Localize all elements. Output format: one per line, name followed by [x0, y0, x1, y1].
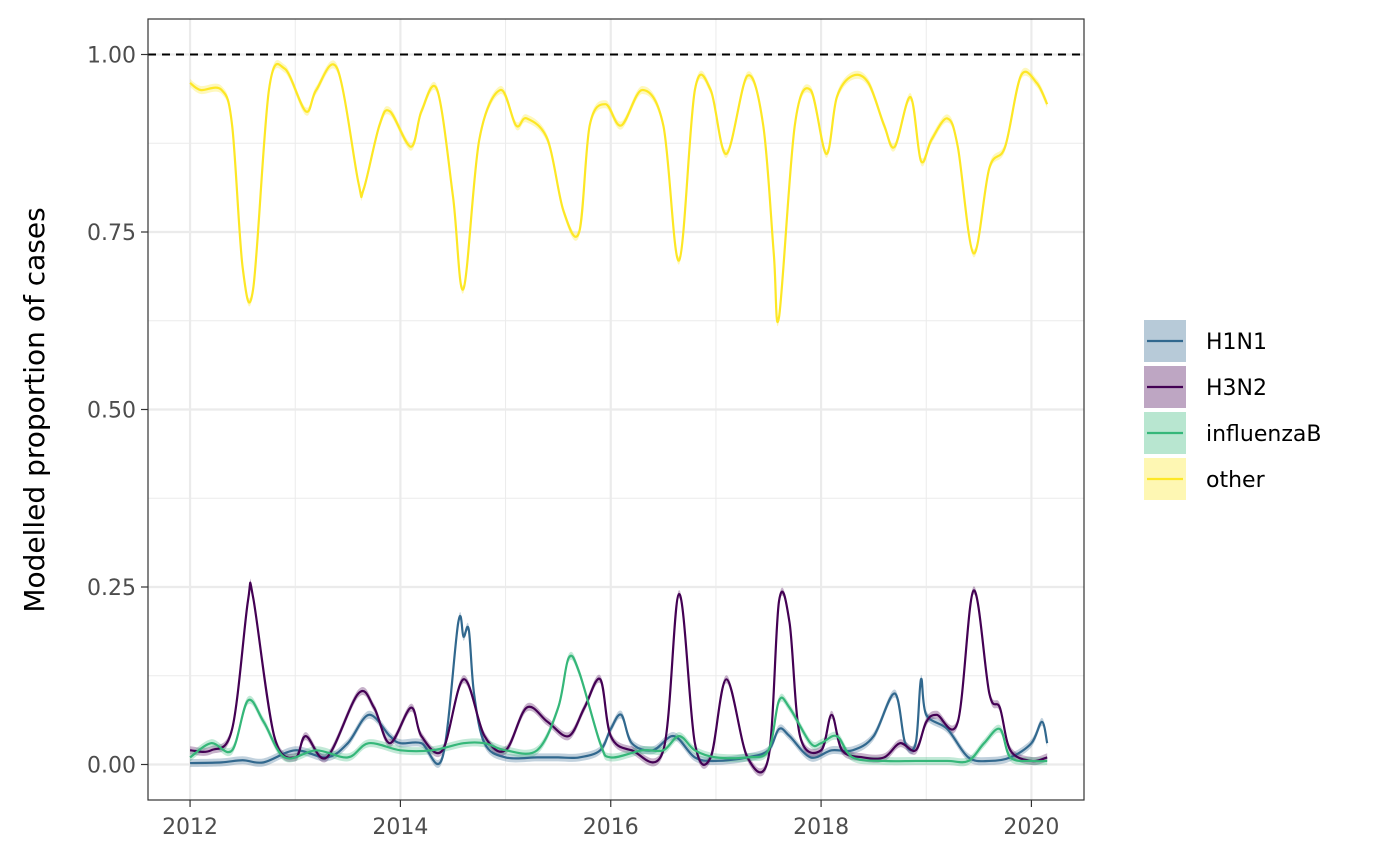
- x-tick-label: 2012: [162, 815, 218, 840]
- series-line-other: [189, 63, 1049, 324]
- legend-label-h1n1: H1N1: [1206, 330, 1267, 355]
- ribbon-h1n1: [190, 612, 1048, 769]
- y-tick-label: 0.00: [87, 754, 136, 779]
- x-tick-label: 2020: [1003, 815, 1059, 840]
- x-tick-label: 2014: [372, 815, 428, 840]
- y-axis-ticks: 0.00 0.25 0.50 0.75 1.00: [87, 44, 148, 779]
- grid-major: [148, 19, 1084, 800]
- y-axis-title: Modelled proportion of cases: [18, 207, 51, 612]
- ribbon-influenzab: [190, 651, 1048, 767]
- legend: H1N1 H3N2 influenzaB other: [1144, 320, 1321, 500]
- y-tick-label: 0.25: [87, 576, 136, 601]
- series-line-h3n2: [189, 581, 1048, 774]
- y-tick-label: 0.50: [87, 399, 136, 424]
- x-tick-label: 2018: [793, 815, 849, 840]
- legend-label-influenzab: influenzaB: [1206, 422, 1321, 447]
- y-tick-label: 0.75: [87, 221, 136, 246]
- series-lines: [189, 63, 1049, 774]
- series-line-h1n1: [190, 614, 1049, 766]
- legend-label-other: other: [1206, 468, 1266, 493]
- x-tick-label: 2016: [583, 815, 639, 840]
- series-line-influenzab: [189, 654, 1048, 764]
- legend-label-h3n2: H3N2: [1206, 376, 1267, 401]
- x-axis-ticks: 2012 2014 2016 2018 2020: [162, 800, 1059, 840]
- y-tick-label: 1.00: [87, 44, 136, 69]
